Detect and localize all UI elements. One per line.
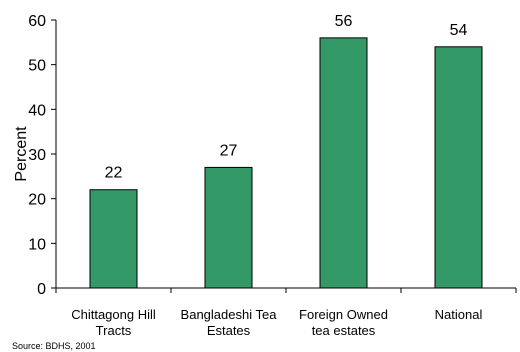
y-tick-label: 60 bbox=[28, 13, 46, 30]
bar bbox=[89, 189, 138, 289]
bar-value-label: 56 bbox=[335, 13, 353, 30]
category-label: Foreign Owned bbox=[299, 307, 388, 322]
y-tick-label: 30 bbox=[28, 147, 46, 164]
bar-value-label: 54 bbox=[450, 22, 468, 39]
y-tick-label: 0 bbox=[37, 281, 46, 298]
y-tick-label: 20 bbox=[28, 192, 46, 209]
bar-value-label: 27 bbox=[220, 142, 238, 159]
y-axis-label: Percent bbox=[13, 126, 30, 182]
y-tick-label: 40 bbox=[28, 102, 46, 119]
category-label: Tracts bbox=[96, 323, 132, 338]
category-label: National bbox=[435, 307, 483, 322]
data-labels: 22 27 56 54 bbox=[105, 13, 468, 182]
bar bbox=[204, 166, 253, 289]
bar bbox=[319, 37, 368, 289]
bars bbox=[89, 37, 483, 289]
bar bbox=[434, 46, 483, 289]
category-label: Chittagong Hill bbox=[71, 307, 156, 322]
y-tick-label: 50 bbox=[28, 58, 46, 75]
bar-value-label: 22 bbox=[105, 165, 123, 182]
y-tick-label: 10 bbox=[28, 236, 46, 253]
y-axis-ticks: 0 10 20 30 40 50 60 bbox=[28, 13, 517, 298]
source-note: Source: BDHS, 2001 bbox=[12, 341, 96, 351]
category-label: Estates bbox=[207, 323, 251, 338]
category-label: Bangladeshi Tea bbox=[181, 307, 278, 322]
category-label: tea estates bbox=[312, 323, 376, 338]
